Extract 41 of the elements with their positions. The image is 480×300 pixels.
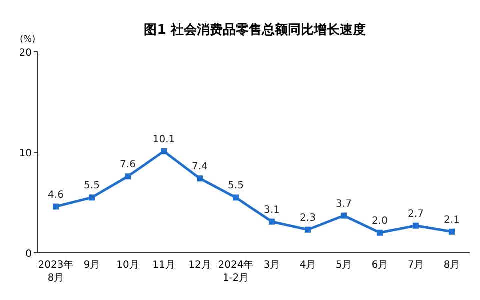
data-label: 2.1	[444, 214, 460, 226]
x-tick-label: 5月	[336, 260, 352, 271]
point	[233, 194, 239, 201]
data-label: 10.1	[152, 134, 176, 146]
data-label: 5.5	[228, 180, 244, 192]
x-tick-label: 8月	[444, 260, 460, 271]
x-tick-label: 4月	[300, 260, 316, 271]
data-label: 7.4	[192, 162, 208, 173]
point	[197, 176, 203, 182]
y-tick-label: 0	[26, 249, 32, 260]
point	[161, 148, 167, 154]
point	[377, 230, 383, 236]
x-tick-label: 9月	[84, 260, 100, 271]
data-label: 2.7	[408, 208, 424, 220]
point	[89, 194, 95, 201]
data-label: 4.6	[48, 190, 64, 201]
point	[53, 204, 59, 210]
x-tick-label: 11月	[152, 260, 176, 271]
point	[341, 212, 347, 219]
y-tick-label: 20	[19, 48, 32, 59]
data-label: 5.5	[84, 180, 100, 192]
x-tick-label: 2024年 1-2月	[218, 259, 254, 284]
data-label: 7.6	[120, 160, 136, 171]
point	[125, 174, 131, 180]
x-tick-label: 3月	[264, 260, 280, 271]
data-label: 2.0	[372, 216, 388, 227]
y-tick-label: 10	[19, 148, 32, 160]
point	[413, 222, 419, 229]
x-tick-label: 10月	[116, 260, 140, 271]
x-tick-label: 6月	[372, 260, 388, 271]
y-axis-title: (%)	[20, 35, 36, 45]
x-tick-label: 2023年 8月	[38, 259, 74, 284]
chart-title: 图1 社会消费品零售总额同比增长速度	[144, 22, 366, 38]
data-label: 3.1	[264, 204, 280, 216]
x-tick-label: 7月	[408, 260, 424, 271]
data-label: 3.7	[336, 198, 352, 210]
point	[449, 228, 455, 235]
point	[269, 218, 275, 225]
point	[305, 226, 311, 233]
x-tick-label: 12月	[188, 260, 212, 271]
data-label: 2.3	[300, 212, 316, 224]
